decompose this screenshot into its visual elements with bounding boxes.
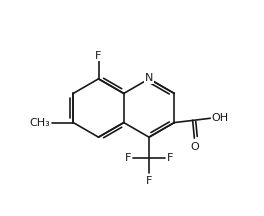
Text: N: N (145, 73, 153, 83)
Text: F: F (125, 153, 131, 163)
Text: F: F (167, 153, 173, 163)
Text: OH: OH (211, 113, 229, 123)
Text: F: F (95, 51, 102, 60)
Text: CH₃: CH₃ (30, 118, 51, 128)
Text: F: F (146, 176, 152, 186)
Text: O: O (190, 142, 199, 152)
